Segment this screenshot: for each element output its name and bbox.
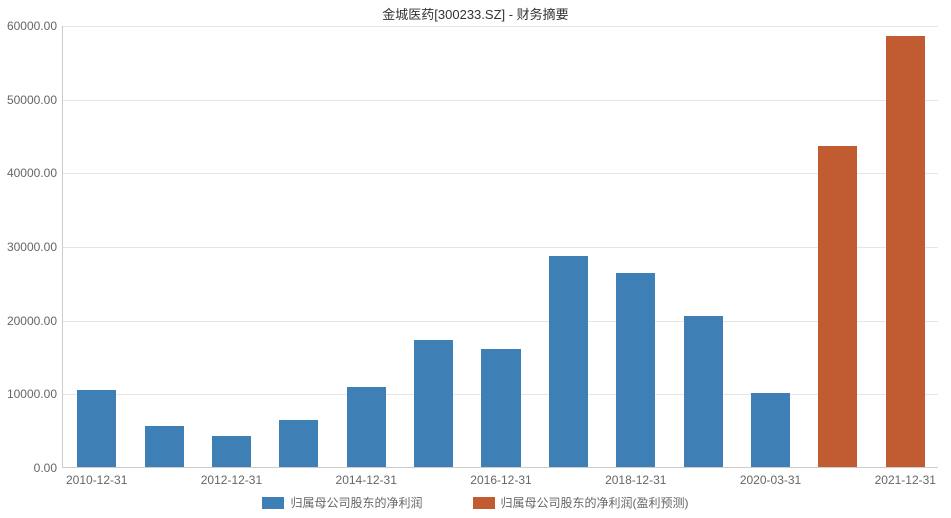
- legend-item: 归属母公司股东的净利润(盈利预测): [473, 494, 689, 511]
- gridline: [63, 321, 938, 322]
- ytick-label: 10000.00: [7, 387, 63, 401]
- xtick-label: 2010-12-31: [66, 467, 127, 487]
- bar: [414, 340, 453, 467]
- xtick-label: 2012-12-31: [201, 467, 262, 487]
- legend-swatch: [473, 497, 495, 509]
- xtick-label: 2014-12-31: [336, 467, 397, 487]
- gridline: [63, 26, 938, 27]
- chart-container: 金城医药[300233.SZ] - 财务摘要 0.0010000.0020000…: [0, 0, 951, 518]
- bar: [886, 36, 925, 467]
- legend-item: 归属母公司股东的净利润: [262, 494, 422, 511]
- chart-title: 金城医药[300233.SZ] - 财务摘要: [0, 4, 951, 23]
- bar: [347, 387, 386, 467]
- legend-swatch: [262, 497, 284, 509]
- ytick-label: 0.00: [34, 461, 63, 475]
- bar: [77, 390, 116, 467]
- bar: [616, 273, 655, 467]
- ytick-label: 30000.00: [7, 240, 63, 254]
- ytick-label: 20000.00: [7, 314, 63, 328]
- xtick-label: 2018-12-31: [605, 467, 666, 487]
- bar: [279, 420, 318, 467]
- ytick-label: 60000.00: [7, 19, 63, 33]
- bar: [684, 316, 723, 467]
- bar: [212, 436, 251, 467]
- ytick-label: 50000.00: [7, 93, 63, 107]
- legend-label: 归属母公司股东的净利润(盈利预测): [501, 494, 689, 511]
- xtick-label: 2016-12-31: [470, 467, 531, 487]
- gridline: [63, 100, 938, 101]
- bar: [818, 146, 857, 467]
- bar: [481, 349, 520, 467]
- xtick-label: 2020-03-31: [740, 467, 801, 487]
- bar: [549, 256, 588, 467]
- gridline: [63, 247, 938, 248]
- bar: [145, 426, 184, 467]
- gridline: [63, 173, 938, 174]
- plot-area: 0.0010000.0020000.0030000.0040000.005000…: [62, 26, 938, 468]
- ytick-label: 40000.00: [7, 166, 63, 180]
- xtick-label: 2021-12-31: [875, 467, 936, 487]
- legend-label: 归属母公司股东的净利润: [290, 494, 422, 511]
- bar: [751, 393, 790, 467]
- legend: 归属母公司股东的净利润 归属母公司股东的净利润(盈利预测): [0, 494, 951, 511]
